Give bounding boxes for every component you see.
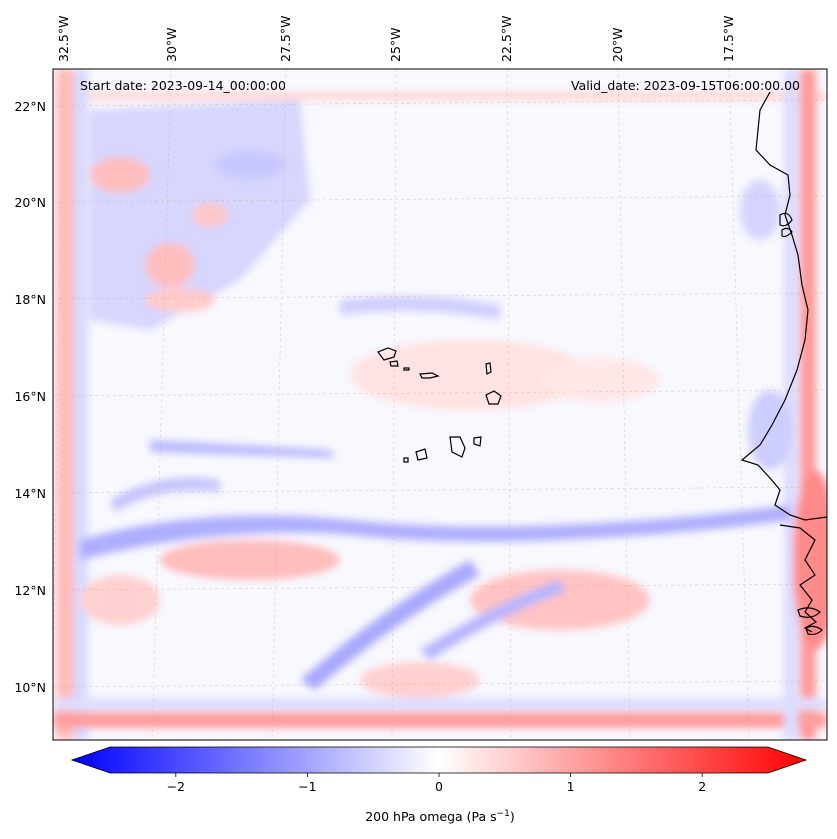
coastline-bijagos bbox=[797, 607, 821, 618]
field-nw-red-3 bbox=[192, 203, 228, 227]
gridline-lon-30 bbox=[151, 69, 172, 740]
field-ne-blue bbox=[740, 180, 780, 240]
colorbar-tick-label: 2 bbox=[698, 779, 706, 794]
field-center-red bbox=[350, 340, 590, 410]
field-east-red bbox=[793, 470, 827, 650]
gridline-lon-22-5 bbox=[506, 69, 512, 740]
field-south-red-2 bbox=[470, 570, 650, 630]
field-band-blue-upper bbox=[150, 440, 335, 458]
island-brava bbox=[403, 457, 409, 463]
longitude-labels: 32.5°W 30°W 27.5°W 25°W 22.5°W 20°W 17.5… bbox=[56, 16, 736, 62]
colorbar: −2 −1 0 1 2 200 hPa omega (Pa s−1) bbox=[70, 746, 808, 824]
field-east-blue bbox=[748, 390, 792, 470]
gridline-lon-20 bbox=[617, 69, 631, 740]
field-edge-bottom bbox=[53, 712, 827, 728]
field-band-blue-secondary bbox=[340, 296, 500, 320]
lat-label-18: 18°N bbox=[14, 292, 46, 307]
lat-label-16: 16°N bbox=[14, 389, 46, 404]
colorbar-label-exponent: −1 bbox=[497, 809, 510, 819]
lon-label-32-5: 32.5°W bbox=[56, 16, 71, 62]
map-frame bbox=[52, 68, 828, 741]
colorbar-body bbox=[70, 746, 808, 774]
colorbar-tick-label: −1 bbox=[298, 779, 316, 794]
colorbar-tick-label: 1 bbox=[567, 779, 575, 794]
field-south-blue-2 bbox=[420, 580, 565, 660]
lon-label-22-5: 22.5°W bbox=[499, 16, 514, 62]
field-south-blue-1 bbox=[300, 560, 480, 690]
field-south-blue-3 bbox=[110, 477, 220, 512]
colorbar-ticks: −2 −1 0 1 2 bbox=[167, 773, 706, 794]
coastline-inlet bbox=[779, 212, 793, 227]
island-santa-luzia bbox=[403, 367, 410, 371]
cape-verde-islands bbox=[377, 347, 502, 463]
island-santiago bbox=[449, 436, 466, 458]
gridline-lon-32-5 bbox=[53, 69, 64, 698]
field-south-red-3 bbox=[360, 662, 480, 698]
gridlines bbox=[53, 69, 827, 740]
omega-field bbox=[53, 69, 827, 740]
island-boa-vista bbox=[485, 390, 502, 405]
field-south-red-4 bbox=[80, 575, 160, 625]
lat-label-14: 14°N bbox=[14, 486, 46, 501]
colorbar-label: 200 hPa omega (Pa s−1) bbox=[365, 809, 515, 824]
map-panel: Start date: 2023-09-14_00:00:00 Valid_da… bbox=[52, 68, 828, 741]
field-band-blue-main bbox=[80, 505, 790, 560]
gridline-lon-27-5 bbox=[271, 69, 287, 740]
start-date-label: Start date: 2023-09-14_00:00:00 bbox=[80, 78, 286, 93]
valid-date-label: Valid_date: 2023-09-15T06:00:00.00 bbox=[571, 78, 800, 93]
colorbar-tick-label: −2 bbox=[167, 779, 185, 794]
gridline-lon-17-5 bbox=[728, 69, 750, 740]
lon-label-27-5: 27.5°W bbox=[278, 16, 293, 62]
field-edge-bottom-inner bbox=[53, 698, 827, 710]
lon-label-30: 30°W bbox=[164, 27, 179, 62]
coastline-inlet-2 bbox=[781, 227, 793, 238]
island-maio bbox=[473, 436, 482, 447]
field-nw-red-1 bbox=[90, 157, 150, 193]
island-santo-antao bbox=[377, 347, 397, 361]
field-nw-red-2 bbox=[145, 243, 195, 287]
coastline-west-africa bbox=[740, 91, 827, 521]
island-sao-vicente bbox=[389, 360, 399, 367]
field-nw-red-4 bbox=[145, 288, 215, 312]
coastline bbox=[740, 91, 827, 636]
lat-label-20: 20°N bbox=[14, 195, 46, 210]
island-fogo bbox=[415, 448, 428, 461]
field-edge-top bbox=[53, 92, 827, 100]
lat-label-22: 22°N bbox=[14, 99, 46, 114]
field-nw-blue-core bbox=[215, 151, 285, 179]
island-sao-nicolau bbox=[419, 372, 440, 379]
coastline-island-a bbox=[805, 625, 823, 636]
colorbar-tick-label: 0 bbox=[435, 779, 443, 794]
lat-label-12: 12°N bbox=[14, 583, 46, 598]
lon-label-25: 25°W bbox=[388, 27, 403, 62]
field-center-red-2 bbox=[540, 358, 660, 402]
field-edge-left bbox=[56, 69, 74, 740]
lon-label-20: 20°W bbox=[610, 27, 625, 62]
island-sal bbox=[485, 362, 492, 375]
field-south-red-1 bbox=[160, 540, 340, 580]
latitude-labels: 22°N 20°N 18°N 16°N 14°N 12°N 10°N bbox=[14, 99, 46, 695]
field-edge-left-inner bbox=[74, 69, 88, 740]
lon-label-17-5: 17.5°W bbox=[721, 16, 736, 62]
coastline-senegal-south bbox=[779, 524, 818, 633]
lat-label-10: 10°N bbox=[14, 680, 46, 695]
gridline-lon-25 bbox=[391, 69, 397, 740]
